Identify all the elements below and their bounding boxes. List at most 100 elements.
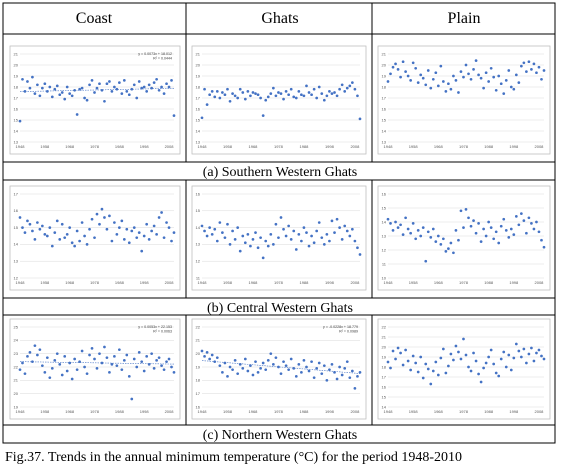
y-tick-label: 17	[382, 374, 387, 379]
data-point	[434, 71, 438, 75]
y-tick-label: 17	[196, 391, 201, 396]
data-point	[157, 88, 161, 92]
data-point	[414, 66, 418, 70]
data-point	[165, 221, 168, 224]
data-point	[36, 83, 39, 87]
data-point	[464, 63, 468, 67]
data-point	[472, 68, 475, 71]
column-title-coast: Coast	[76, 10, 113, 27]
data-point	[122, 358, 126, 362]
data-point	[439, 356, 443, 360]
data-point	[497, 74, 501, 78]
chart-northern-coast: 19 20 21 22 23 24 25 1948 1958 1968 1978 1988 1998 20…	[9, 318, 181, 420]
data-point	[223, 236, 227, 240]
data-point	[269, 232, 273, 236]
data-point	[409, 231, 412, 235]
data-point	[454, 229, 458, 232]
data-point	[494, 230, 498, 234]
data-point	[150, 229, 153, 233]
data-point	[60, 373, 64, 377]
y-tick-label: 14	[196, 128, 201, 133]
data-point	[78, 360, 81, 364]
data-point	[489, 226, 493, 229]
data-point	[256, 246, 260, 250]
x-tick-label: 1958	[223, 144, 233, 149]
data-point	[254, 92, 257, 95]
data-point	[527, 60, 531, 64]
data-point	[522, 61, 526, 65]
data-point	[213, 360, 217, 364]
data-point	[162, 368, 166, 372]
data-point	[431, 369, 435, 373]
data-point	[467, 216, 470, 220]
data-point	[292, 95, 296, 99]
x-tick-label: 1948	[198, 280, 208, 285]
y-tick-label: 14	[196, 225, 201, 230]
x-tick-label: 1968	[65, 280, 75, 285]
data-point	[269, 92, 273, 95]
y-tick-label: 16	[14, 106, 19, 111]
data-point	[322, 243, 326, 246]
data-point	[525, 70, 528, 73]
data-point	[525, 361, 528, 365]
data-point	[205, 234, 209, 238]
data-point	[514, 342, 518, 346]
data-point	[322, 98, 326, 102]
data-point	[251, 238, 255, 241]
x-tick-label: 1948	[16, 280, 26, 285]
data-point	[147, 238, 151, 241]
data-point	[396, 226, 400, 229]
data-point	[55, 219, 59, 223]
data-point	[105, 356, 109, 360]
data-point	[439, 243, 443, 246]
x-tick-label: 1978	[90, 144, 100, 149]
x-tick-label: 1998	[325, 280, 335, 285]
data-point	[294, 248, 298, 251]
data-point	[155, 77, 158, 81]
data-point	[509, 227, 513, 231]
data-point	[120, 368, 124, 372]
data-point	[282, 227, 285, 231]
data-point	[58, 362, 62, 366]
data-point	[162, 92, 166, 95]
data-point	[343, 90, 347, 93]
data-point	[502, 350, 506, 354]
data-point	[266, 95, 270, 99]
data-point	[431, 77, 435, 81]
data-point	[345, 86, 349, 90]
data-point	[442, 237, 445, 241]
y-tick-label: 21	[196, 51, 201, 56]
data-point	[152, 81, 156, 84]
x-tick-label: 1998	[509, 144, 519, 149]
data-point	[28, 350, 32, 354]
data-point	[335, 377, 339, 381]
data-point	[254, 231, 257, 234]
data-point	[294, 96, 298, 100]
data-point	[118, 226, 121, 229]
x-tick-label: 1968	[249, 280, 259, 285]
data-point	[130, 87, 134, 91]
data-point	[330, 219, 334, 223]
data-point	[28, 222, 32, 226]
data-point	[85, 372, 89, 376]
data-point	[340, 238, 344, 241]
data-point	[287, 224, 290, 228]
data-point	[243, 357, 247, 361]
data-point	[93, 357, 96, 361]
data-point	[472, 219, 475, 222]
x-tick-label: 1978	[274, 409, 284, 414]
data-point	[338, 226, 341, 229]
data-point	[83, 96, 86, 100]
chart-frame	[191, 45, 367, 155]
data-point	[472, 351, 475, 355]
x-tick-label: 1968	[65, 144, 75, 149]
data-point	[358, 370, 362, 374]
data-point	[436, 373, 440, 377]
data-point	[452, 74, 455, 78]
data-point	[135, 365, 139, 369]
y-tick-label: 18	[382, 364, 387, 369]
data-point	[406, 359, 410, 363]
data-point	[238, 249, 242, 253]
x-tick-label: 1978	[459, 409, 469, 414]
data-point	[78, 87, 81, 91]
